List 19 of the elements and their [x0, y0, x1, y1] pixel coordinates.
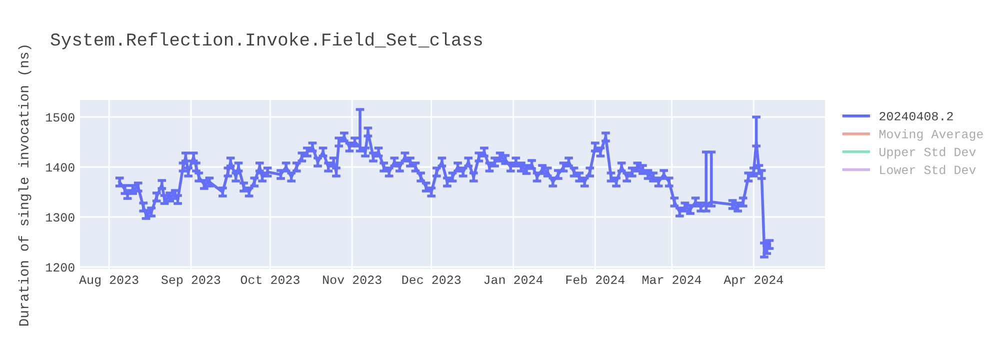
x-tick-label: Mar 2024	[642, 276, 702, 284]
y-tick-label: 1400	[46, 163, 74, 172]
y-tick-label: 1500	[46, 113, 74, 122]
x-tick-label: Jan 2024	[484, 276, 543, 284]
y-axis-title: Duration of single invocation (ns)	[18, 46, 32, 326]
y-tick-label: 1200	[46, 263, 74, 272]
legend-label: Lower Std Dev	[880, 164, 976, 174]
legend-label: 20240408.2	[880, 112, 953, 120]
x-tick-label: Apr 2024	[724, 276, 784, 287]
y-tick-label: 1300	[46, 213, 74, 222]
x-tick-label: Dec 2023	[402, 276, 461, 284]
x-tick-label: Aug 2023	[79, 276, 138, 287]
legend-label: Upper Std Dev	[880, 147, 976, 159]
x-tick-label: Oct 2023	[240, 276, 300, 284]
legend-label: Moving Average	[879, 129, 983, 141]
chart-title: System.Reflection.Invoke.Field_Set_class	[50, 32, 482, 50]
x-tick-label: Nov 2023	[323, 276, 382, 284]
x-tick-label: Sep 2023	[161, 276, 220, 287]
x-tick-label: Feb 2024	[566, 274, 625, 284]
